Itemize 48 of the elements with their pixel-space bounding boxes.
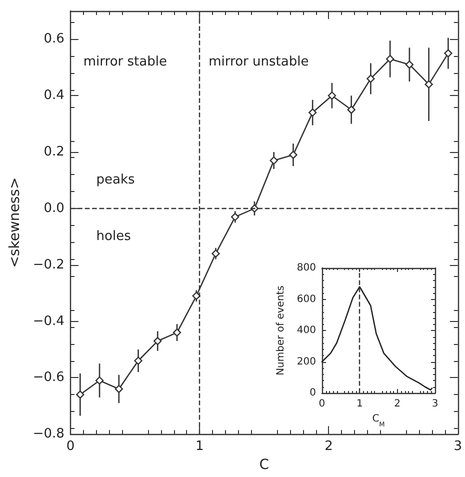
point <box>76 390 84 399</box>
y-axis-title: Number of events <box>276 286 286 376</box>
y-tick-label: −0.2 <box>32 257 64 272</box>
y-tick-label: 0 <box>310 388 316 398</box>
y-tick-label: 0.2 <box>44 144 64 160</box>
y-tick-label: 0.0 <box>44 200 64 216</box>
point <box>95 376 104 385</box>
y-tick-label: 800 <box>296 262 316 274</box>
point <box>231 212 240 222</box>
point <box>366 74 375 83</box>
y-tick-label: 200 <box>296 356 316 368</box>
line-series <box>321 286 433 391</box>
y-tick-label: −0.6 <box>32 370 64 386</box>
point <box>405 60 414 69</box>
y-tick-label: −0.4 <box>32 314 64 329</box>
point <box>134 356 142 365</box>
y-tick-label: 0.4 <box>44 88 64 104</box>
point <box>386 54 394 64</box>
x-tick-label: 2 <box>324 439 333 454</box>
point <box>328 92 336 100</box>
y-tick-label: 0.6 <box>44 32 64 47</box>
point <box>114 384 123 394</box>
point <box>270 156 278 165</box>
annotation: mirror unstable <box>208 54 309 70</box>
point <box>347 106 356 114</box>
y-tick-label: 400 <box>296 325 316 336</box>
x-tick-label: 0 <box>318 398 326 410</box>
y-tick-label: 600 <box>296 294 316 305</box>
point <box>154 336 162 346</box>
x-tick-label: 1 <box>195 439 204 454</box>
point <box>289 150 298 159</box>
x-tick-label: 3 <box>454 439 462 454</box>
x-tick-label: 0 <box>66 439 75 454</box>
point <box>212 249 220 258</box>
annotation: mirror stable <box>83 54 167 70</box>
point <box>172 328 182 337</box>
x-tick-label: 2 <box>394 398 401 410</box>
annotation: holes <box>96 229 132 244</box>
annotation: peaks <box>96 172 136 188</box>
point <box>308 108 317 117</box>
x-axis-title: C <box>259 457 270 473</box>
x-tick-label: 1 <box>356 398 363 410</box>
point <box>444 49 452 58</box>
x-tick-label: 3 <box>432 398 438 410</box>
y-tick-label: −0.8 <box>32 426 64 442</box>
point <box>192 292 200 300</box>
y-axis-title: <skewness> <box>7 177 23 268</box>
point <box>424 80 433 88</box>
